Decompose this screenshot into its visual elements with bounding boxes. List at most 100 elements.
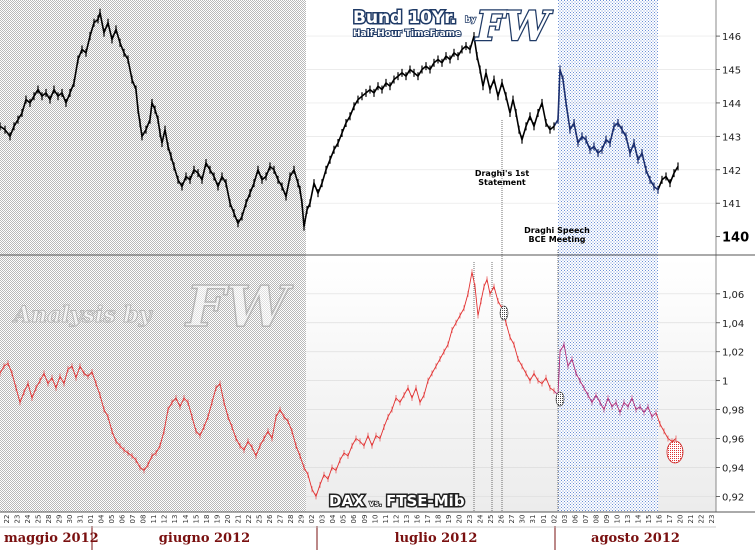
month-label: luglio 2012 xyxy=(395,531,478,546)
x-tick-label: 18 xyxy=(434,515,442,524)
x-tick-label: 23 xyxy=(466,515,474,524)
bund-title-block: Bund 10Yr. Half-Hour TimeFrame by FW xyxy=(352,2,555,52)
x-tick-label: 24 xyxy=(24,514,32,523)
x-tick-label: 01 xyxy=(540,515,548,524)
x-tick-label: 22 xyxy=(3,515,11,524)
dax-ftse-series xyxy=(0,269,677,500)
x-tick-label: 21 xyxy=(687,515,695,524)
x-tick-label: 25 xyxy=(255,515,263,524)
bund-y-tick-label: 146 xyxy=(722,32,741,43)
dax-ftse-y-tick-label: 0,94 xyxy=(722,463,744,474)
x-tick-label: 14 xyxy=(635,514,643,523)
x-tick-label: 25 xyxy=(34,515,42,524)
bund-y-tick-label: 145 xyxy=(722,66,741,77)
x-tick-label: 30 xyxy=(519,515,527,524)
x-tick-label: 16 xyxy=(413,514,421,523)
x-tick-label: 26 xyxy=(498,514,506,523)
bund-line xyxy=(657,165,679,191)
annotation-text: BCE Meeting xyxy=(528,235,585,244)
x-tick-label: 10 xyxy=(371,515,379,524)
x-tick-label: 21 xyxy=(234,515,242,524)
x-tick-label: 06 xyxy=(350,514,358,523)
x-tick-label: 22 xyxy=(245,515,253,524)
x-tick-label: 31 xyxy=(76,515,84,524)
x-tick-label: 26 xyxy=(266,514,274,523)
dax-ftse-title-vs: vs. xyxy=(369,499,382,508)
x-tick-label: 14 xyxy=(182,514,190,523)
x-tick-label: 19 xyxy=(445,515,453,524)
annotation-text: Draghi Speech xyxy=(524,226,590,235)
x-tick-label: 13 xyxy=(403,515,411,524)
x-tick-label: 12 xyxy=(161,515,169,524)
bund-series xyxy=(0,8,679,231)
x-tick-label: 29 xyxy=(55,515,63,524)
x-tick-label: 28 xyxy=(45,515,53,524)
bund-y-axis: 141 142 143 144 145 146 140 xyxy=(716,32,749,246)
x-tick-label: 23 xyxy=(708,515,716,524)
x-tick-label: 04 xyxy=(329,514,337,523)
x-tick-label: 15 xyxy=(645,515,653,524)
x-tick-label: 13 xyxy=(171,515,179,524)
x-tick-label: 19 xyxy=(213,515,221,524)
x-tick-label: 18 xyxy=(203,515,211,524)
dax-ftse-y-tick-label: 0,92 xyxy=(722,492,744,503)
x-tick-label: 06 xyxy=(571,514,579,523)
marker-oval-3 xyxy=(666,440,684,464)
dax-ftse-y-axis: 0,92 0,94 0,96 0,98 1 1,02 1,04 1,06 xyxy=(716,290,744,503)
x-tick-label: 05 xyxy=(340,515,348,524)
x-tick-label: 02 xyxy=(308,515,316,524)
x-tick-label: 28 xyxy=(287,515,295,524)
x-tick-label: 13 xyxy=(624,515,632,524)
dax-ftse-y-tick-label: 1,04 xyxy=(722,319,744,330)
x-tick-label: 17 xyxy=(424,515,432,524)
month-label: giugno 2012 xyxy=(159,531,250,546)
grid xyxy=(306,35,716,497)
marker-oval-1 xyxy=(499,305,509,321)
x-tick-label: 25 xyxy=(487,515,495,524)
x-tick-label: 20 xyxy=(456,515,464,524)
x-tick-label: 10 xyxy=(613,515,621,524)
x-tick-label: 23 xyxy=(13,515,21,524)
bund-line xyxy=(553,69,659,191)
shaded-period-may-june xyxy=(0,0,306,512)
x-axis: 22 23 24 25 28 29 30 31 01 04 05 06 07 08 11 12 13 14 15 18… xyxy=(0,514,716,550)
x-tick-label: 01 xyxy=(87,515,95,524)
bund-y-tick-label-current: 140 xyxy=(722,231,749,246)
x-tick-label: 03 xyxy=(561,515,569,524)
x-tick-label: 06 xyxy=(119,514,127,523)
dax-ftse-y-tick-label: 1,06 xyxy=(722,290,744,301)
x-tick-label: 02 xyxy=(550,515,558,524)
x-tick-label: 20 xyxy=(224,515,232,524)
annotation-text: Draghi's 1st xyxy=(475,169,529,178)
dax-ftse-line xyxy=(655,412,677,442)
x-tick-label: 27 xyxy=(277,515,285,524)
dax-ftse-y-tick-label: 0,96 xyxy=(722,435,744,446)
x-tick-label: 11 xyxy=(382,515,390,524)
x-tick-label: 09 xyxy=(361,515,369,524)
x-tick-label: 20 xyxy=(677,515,685,524)
dax-ftse-y-tick-label: 1,02 xyxy=(722,348,744,359)
x-tick-label: 07 xyxy=(582,515,590,524)
bund-y-tick-label: 142 xyxy=(722,166,741,177)
logo-by: by xyxy=(465,15,477,24)
x-tick-label: 07 xyxy=(129,515,137,524)
annotation-text: Statement xyxy=(478,178,526,187)
x-tick-label: 27 xyxy=(508,515,516,524)
month-label: maggio 2012 xyxy=(4,531,99,546)
x-tick-label: 11 xyxy=(150,515,158,524)
bund-y-tick-label: 141 xyxy=(722,199,741,210)
dax-ftse-y-tick-label: 1 xyxy=(722,377,728,388)
x-tick-label: 12 xyxy=(392,515,400,524)
logo-fw: FW xyxy=(475,3,553,50)
x-tick-label: 04 xyxy=(98,514,106,523)
x-tick-label: 05 xyxy=(108,515,116,524)
x-tick-label: 17 xyxy=(666,515,674,524)
bund-y-tick-label: 144 xyxy=(722,99,741,110)
month-label: agosto 2012 xyxy=(591,531,680,546)
bund-title: Bund 10Yr. xyxy=(353,8,457,28)
x-tick-label: 29 xyxy=(298,515,306,524)
watermark: Analysis by FW xyxy=(12,273,295,341)
x-tick-label: 08 xyxy=(592,515,600,524)
